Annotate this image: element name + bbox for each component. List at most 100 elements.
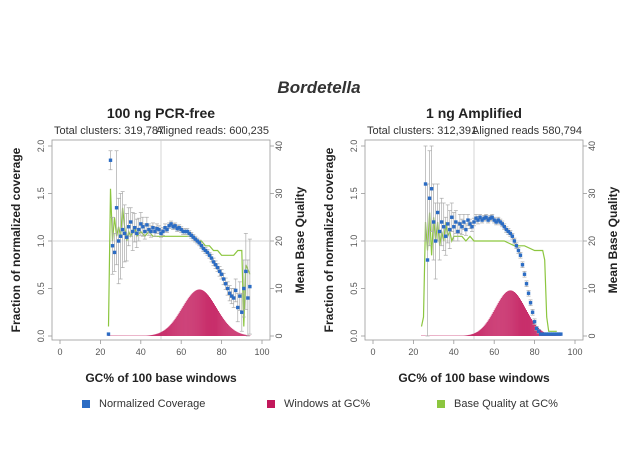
coverage-point bbox=[225, 286, 230, 291]
coverage-point bbox=[492, 218, 496, 222]
coverage-point bbox=[446, 222, 450, 226]
coverage-point bbox=[444, 234, 448, 238]
coverage-point bbox=[504, 227, 509, 232]
x-tick-label: 40 bbox=[136, 347, 146, 357]
y2-tick-label: 30 bbox=[587, 188, 597, 198]
coverage-point bbox=[510, 234, 515, 238]
coverage-point bbox=[215, 265, 220, 270]
coverage-point bbox=[524, 282, 529, 286]
x-tick-label: 100 bbox=[254, 347, 269, 357]
coverage-point bbox=[143, 229, 147, 234]
coverage-point bbox=[454, 220, 458, 224]
coverage-point bbox=[435, 210, 440, 215]
coverage-point bbox=[540, 332, 545, 336]
coverage-point bbox=[427, 196, 432, 200]
coverage-point bbox=[197, 241, 202, 245]
coverage-point bbox=[171, 225, 175, 229]
legend: Normalized Coverage Windows at GC% Base … bbox=[0, 398, 638, 414]
coverage-point bbox=[181, 229, 185, 234]
coverage-point bbox=[553, 332, 557, 336]
coverage-point bbox=[526, 291, 531, 295]
y-axis-label: Fraction of normalized coverage bbox=[9, 147, 23, 332]
coverage-point bbox=[137, 227, 141, 232]
y2-tick-label: 30 bbox=[274, 188, 284, 198]
y2-tick-label: 10 bbox=[274, 283, 284, 293]
coverage-point bbox=[536, 329, 541, 333]
coverage-point bbox=[189, 233, 193, 237]
coverage-point bbox=[112, 250, 117, 255]
coverage-point bbox=[230, 294, 234, 298]
coverage-point bbox=[116, 239, 121, 243]
x-tick-label: 60 bbox=[489, 347, 499, 357]
x-axis-label: GC% of 100 base windows bbox=[85, 371, 237, 385]
coverage-point bbox=[534, 326, 539, 331]
coverage-point bbox=[464, 227, 468, 232]
total-clusters-text: Total clusters: 312,391 bbox=[367, 125, 477, 137]
coverage-point bbox=[476, 218, 480, 222]
plot-area: 0 20 40 60 80 100 0.0 0.5 1.0 1.5 2.0 0 10 20 30 40 bbox=[349, 139, 597, 357]
y2-tick-label: 10 bbox=[587, 283, 597, 293]
coverage-point bbox=[106, 332, 111, 336]
coverage-point bbox=[145, 223, 149, 227]
x-tick-label: 80 bbox=[530, 347, 540, 357]
coverage-point bbox=[425, 258, 430, 262]
coverage-point bbox=[472, 220, 476, 224]
y-tick-label: 2.0 bbox=[36, 140, 46, 153]
aligned-reads-text: Aligned reads: 600,235 bbox=[156, 125, 269, 137]
coverage-point bbox=[456, 229, 460, 234]
y-tick-label: 1.5 bbox=[349, 187, 359, 200]
coverage-point bbox=[543, 332, 547, 336]
coverage-point bbox=[151, 226, 155, 230]
coverage-point bbox=[246, 296, 250, 300]
coverage-point bbox=[496, 218, 500, 222]
coverage-point bbox=[114, 206, 119, 210]
coverage-point bbox=[167, 224, 171, 228]
legend-swatch-coverage bbox=[82, 400, 90, 408]
coverage-point bbox=[429, 187, 434, 191]
coverage-point bbox=[122, 231, 127, 236]
x-tick-label: 60 bbox=[176, 347, 186, 357]
coverage-point bbox=[108, 158, 113, 162]
y2-tick-label: 40 bbox=[274, 141, 284, 151]
coverage-point bbox=[460, 225, 464, 229]
coverage-point bbox=[248, 284, 252, 289]
x-axis-label: GC% of 100 base windows bbox=[398, 371, 550, 385]
coverage-point bbox=[217, 269, 222, 274]
coverage-point bbox=[221, 277, 226, 281]
coverage-point bbox=[185, 229, 189, 234]
x-tick-label: 0 bbox=[57, 347, 62, 357]
panel-title: 100 ng PCR-free bbox=[107, 105, 215, 121]
coverage-point bbox=[508, 231, 513, 236]
coverage-point bbox=[232, 296, 236, 300]
coverage-point bbox=[555, 332, 559, 336]
coverage-point bbox=[452, 225, 456, 229]
coverage-point bbox=[163, 226, 167, 230]
y-tick-label: 1.0 bbox=[36, 235, 46, 248]
coverage-point bbox=[193, 237, 198, 241]
coverage-point bbox=[161, 229, 165, 234]
coverage-point bbox=[559, 332, 563, 336]
coverage-point bbox=[135, 231, 139, 236]
coverage-point bbox=[502, 225, 506, 229]
coverage-point bbox=[209, 256, 214, 260]
coverage-point bbox=[195, 239, 200, 243]
coverage-point bbox=[528, 301, 533, 305]
y2-axis-label: Mean Base Quality bbox=[293, 186, 307, 293]
coverage-point bbox=[480, 218, 484, 222]
coverage-point bbox=[423, 182, 428, 186]
coverage-point bbox=[213, 263, 218, 267]
coverage-point bbox=[520, 263, 525, 267]
legend-label-quality: Base Quality at GC% bbox=[454, 398, 558, 410]
y-tick-label: 1.5 bbox=[36, 187, 46, 200]
coverage-point bbox=[205, 250, 210, 255]
coverage-point bbox=[240, 310, 244, 314]
aligned-reads-text: Aligned reads 580,794 bbox=[472, 125, 582, 137]
coverage-point bbox=[153, 229, 157, 234]
legend-swatch-quality bbox=[437, 400, 445, 408]
y-tick-label: 0.0 bbox=[349, 330, 359, 343]
coverage-point bbox=[468, 222, 472, 226]
y2-axis-label: Mean Base Quality bbox=[606, 186, 620, 293]
coverage-point bbox=[458, 222, 462, 226]
coverage-point bbox=[439, 220, 444, 224]
